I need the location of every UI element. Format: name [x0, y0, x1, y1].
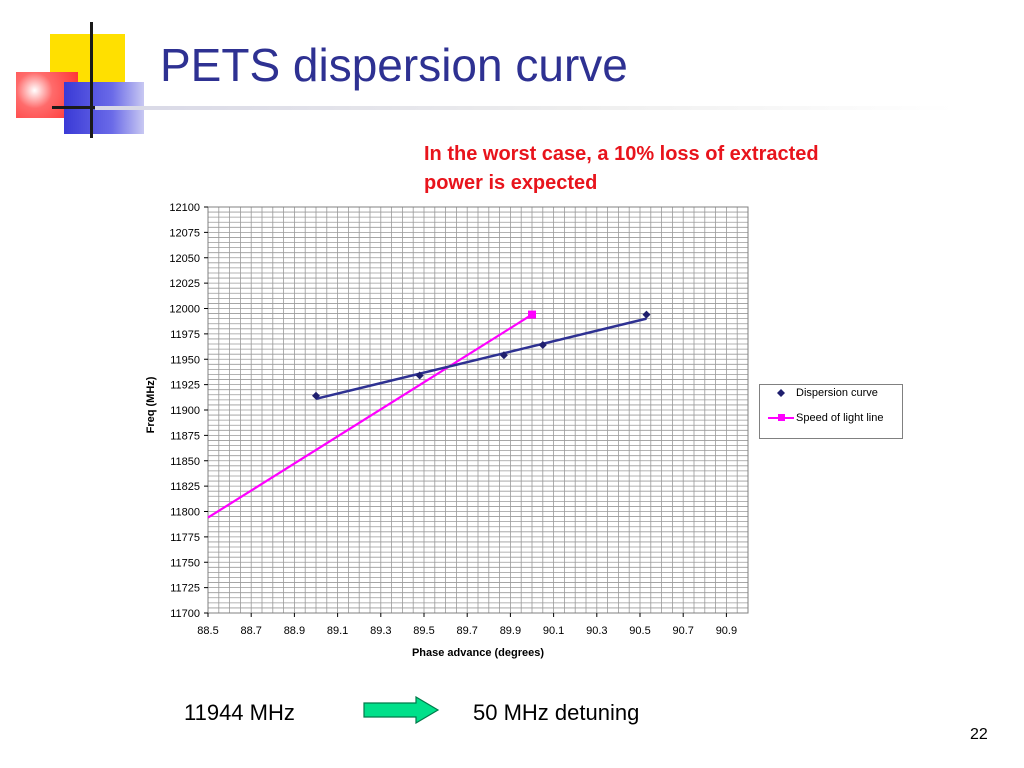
dispersion-point: [499, 351, 508, 360]
legend-item-speed-of-light: Speed of light line: [768, 412, 883, 424]
page-number: 22: [970, 726, 988, 743]
x-tick-label: 89.5: [413, 625, 434, 637]
y-tick-label: 11825: [170, 481, 200, 493]
x-tick-label: 90.7: [672, 625, 693, 637]
y-tick-label: 11900: [170, 405, 200, 417]
dispersion-point: [312, 391, 320, 400]
legend-item-dispersion: Dispersion curve: [768, 387, 878, 399]
y-tick-label: 11750: [170, 557, 200, 569]
y-tick-label: 11925: [170, 380, 200, 392]
x-tick-label: 89.7: [456, 625, 477, 637]
detuning-note: 50 MHz detuning: [473, 700, 640, 725]
x-tick-label: 90.9: [716, 625, 737, 637]
y-tick-label: 11725: [170, 583, 200, 595]
chart-legend: Dispersion curve Speed of light line: [759, 384, 903, 439]
x-tick-label: 90.5: [629, 625, 650, 637]
dispersion-point: [538, 341, 547, 350]
y-tick-label: 11700: [170, 608, 200, 620]
y-tick-label: 11975: [170, 329, 200, 341]
y-tick-label: 11850: [170, 456, 200, 468]
y-tick-label: 12050: [169, 253, 200, 265]
x-axis-title: Phase advance (degrees): [412, 647, 544, 659]
title-underline: [95, 106, 955, 110]
logo-vertical-line: [90, 22, 93, 138]
dispersion-point: [415, 371, 424, 380]
x-tick-label: 88.5: [197, 625, 218, 637]
y-tick-label: 12000: [169, 304, 200, 316]
callout-text: In the worst case, a 10% loss of extract…: [424, 143, 819, 194]
dispersion-point: [642, 310, 651, 319]
diamond-marker-icon: [768, 388, 794, 398]
x-tick-label: 89.3: [370, 625, 391, 637]
y-tick-label: 12100: [169, 202, 200, 214]
legend-label-dispersion: Dispersion curve: [796, 387, 878, 399]
y-tick-label: 11950: [170, 354, 200, 366]
x-tick-label: 89.1: [327, 625, 348, 637]
y-tick-label: 11800: [170, 507, 200, 519]
speed-of-light-marker: [528, 310, 536, 319]
y-tick-label: 12025: [169, 278, 200, 290]
y-tick-label: 12075: [169, 227, 200, 239]
y-axis-title: Freq (MHz): [145, 376, 157, 433]
x-tick-label: 90.1: [543, 625, 564, 637]
frequency-note: 11944 MHz: [184, 700, 295, 725]
y-tick-label: 11775: [170, 532, 200, 544]
speed-of-light-line: [207, 313, 533, 519]
x-tick-label: 88.9: [284, 625, 305, 637]
legend-label-speed-of-light: Speed of light line: [796, 412, 884, 424]
slide-title: PETS dispersion curve: [160, 39, 628, 91]
square-marker-icon: [768, 413, 794, 423]
x-tick-label: 90.3: [586, 625, 607, 637]
x-tick-label: 88.7: [240, 625, 261, 637]
dispersion-trendline: [315, 317, 647, 401]
x-tick-label: 89.9: [500, 625, 521, 637]
right-arrow-icon: [363, 696, 440, 724]
y-tick-label: 11875: [170, 430, 200, 442]
